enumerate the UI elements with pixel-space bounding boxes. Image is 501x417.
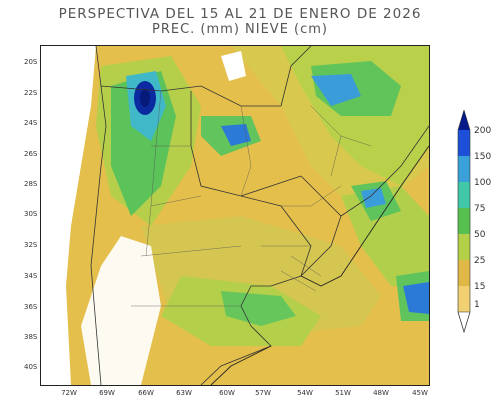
legend-swatch-75 xyxy=(458,182,470,208)
zone-blue-coast xyxy=(361,188,386,208)
legend-swatch-1 xyxy=(458,286,470,312)
legend-swatch-15 xyxy=(458,260,470,286)
zone-green-buenosaires xyxy=(221,291,296,326)
lat-label-36s: 36S xyxy=(24,303,38,311)
lat-label-28s: 28S xyxy=(24,180,38,188)
no-data-patagonia xyxy=(81,236,161,385)
legend-swatch-200 xyxy=(458,110,470,130)
legend-label-25: 25 xyxy=(474,256,486,266)
lat-label-26s: 26S xyxy=(24,150,38,158)
lat-label-20s: 20S xyxy=(24,58,38,66)
zone-blue-chaco xyxy=(221,124,251,146)
legend-label-50: 50 xyxy=(474,230,486,240)
map-subtitle: PREC. (mm) NIEVE (cm) xyxy=(152,22,328,37)
zone-darkblue-center xyxy=(140,89,150,107)
lat-label-22s: 22S xyxy=(24,89,38,97)
map-canvas xyxy=(41,46,429,385)
atlantic-coastline xyxy=(300,145,429,287)
country-borders xyxy=(90,46,429,385)
legend-label-15: 15 xyxy=(474,282,486,292)
southern-coastline xyxy=(210,345,272,385)
legend-swatch-50 xyxy=(458,208,470,234)
legend-swatch-25 xyxy=(458,234,470,260)
lat-label-34s: 34S xyxy=(24,272,38,280)
lon-label-45w: 45W xyxy=(412,389,428,397)
precipitation-map xyxy=(40,45,430,386)
legend-outline xyxy=(457,110,471,334)
lat-label-24s: 24S xyxy=(24,119,38,127)
zone-blue-ocean xyxy=(403,282,429,314)
zone-moderate-coast xyxy=(341,186,429,286)
lon-label-54w: 54W xyxy=(297,389,313,397)
lon-label-60w: 60W xyxy=(219,389,235,397)
zone-blue-north xyxy=(311,74,361,106)
precipitation-legend xyxy=(457,110,471,334)
legend-label-150: 150 xyxy=(474,152,492,162)
legend-label-100: 100 xyxy=(474,178,492,188)
lon-label-57w: 57W xyxy=(255,389,271,397)
legend-swatch-zero xyxy=(457,311,471,334)
lat-label-30s: 30S xyxy=(24,210,38,218)
lon-label-48w: 48W xyxy=(373,389,389,397)
map-title: PERSPECTIVA DEL 15 AL 21 DE ENERO DE 202… xyxy=(58,6,422,22)
province-borders xyxy=(131,90,372,307)
legend-label-1: 1 xyxy=(474,300,480,310)
legend-swatch-100 xyxy=(458,156,470,182)
no-data-pacific-coast xyxy=(41,46,96,385)
lon-label-69w: 69W xyxy=(99,389,115,397)
lon-label-72w: 72W xyxy=(61,389,77,397)
lon-label-51w: 51W xyxy=(335,389,351,397)
legend-label-200: 200 xyxy=(474,126,492,136)
lon-label-66w: 66W xyxy=(138,389,154,397)
legend-swatch-150 xyxy=(458,130,470,156)
lat-label-32s: 32S xyxy=(24,241,38,249)
legend-label-75: 75 xyxy=(474,204,486,214)
no-data-bolivia xyxy=(221,51,246,81)
lon-label-63w: 63W xyxy=(176,389,192,397)
lat-label-38s: 38S xyxy=(24,333,38,341)
lat-label-40s: 40S xyxy=(24,363,38,371)
